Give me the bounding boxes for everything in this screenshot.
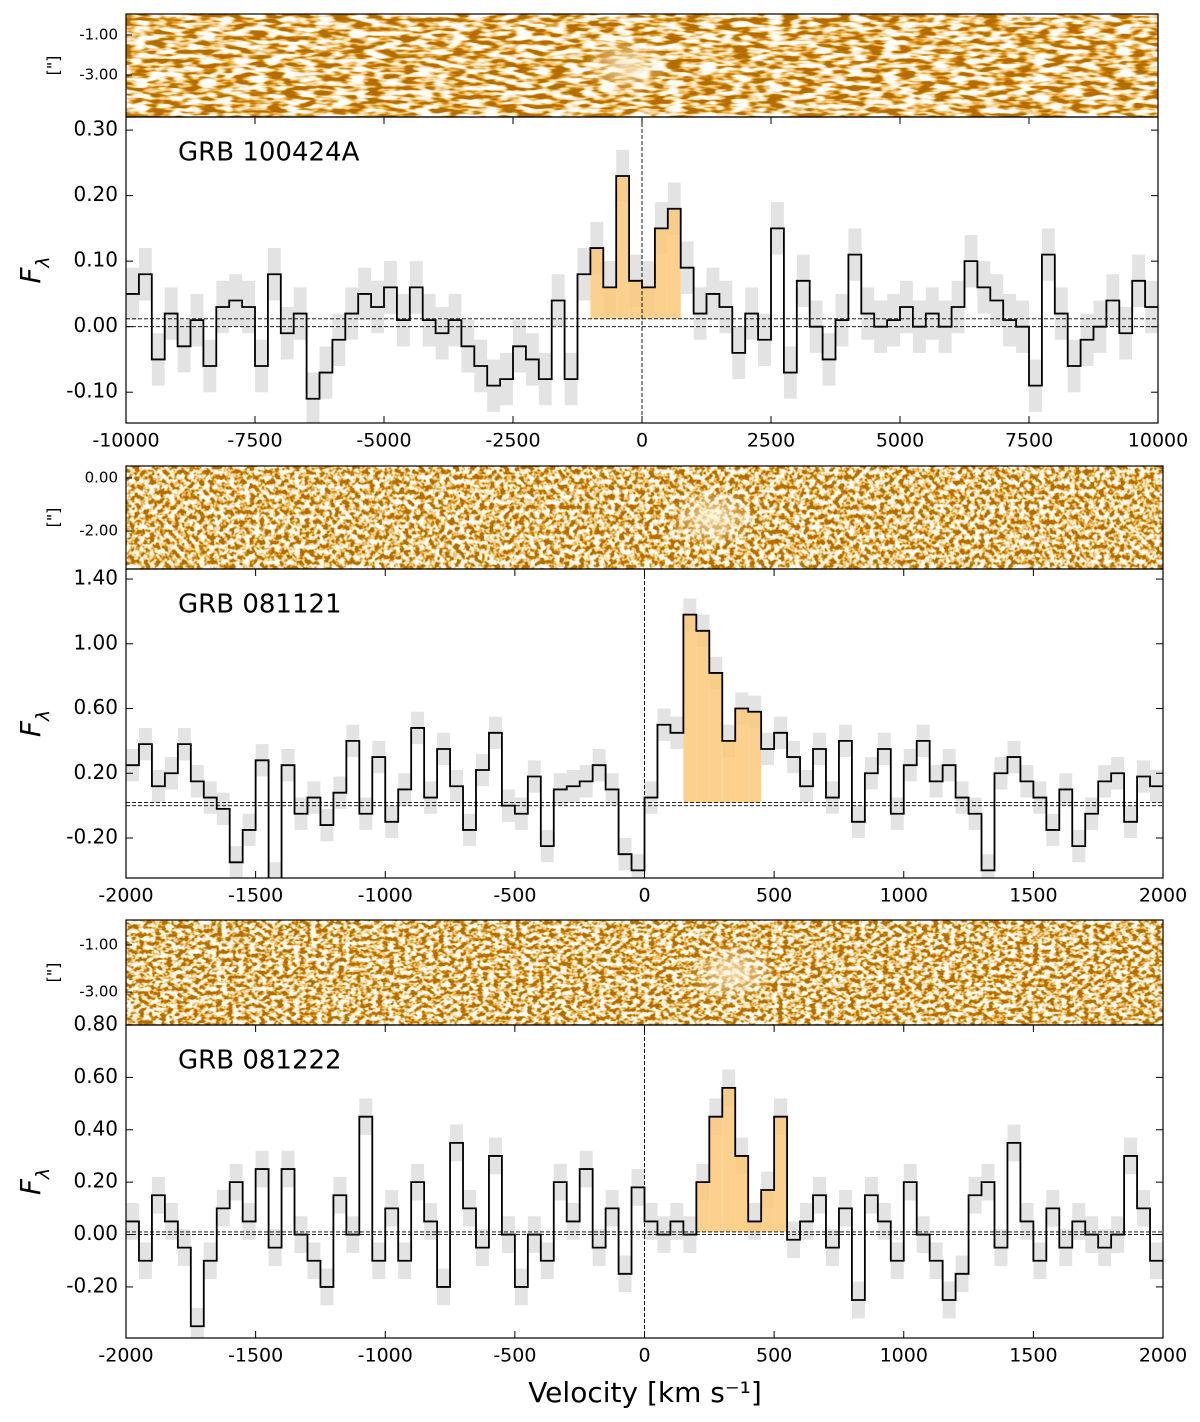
source-glow xyxy=(581,35,672,96)
emission-fill xyxy=(696,1182,710,1232)
y-tick-label: 0.60 xyxy=(73,695,118,719)
source-glow xyxy=(687,942,778,1003)
emission-fill xyxy=(761,1190,775,1232)
emission-fill xyxy=(722,1087,736,1232)
y-tick-label: 0.20 xyxy=(73,182,118,206)
x-tick-label: 500 xyxy=(756,885,792,907)
emission-fill xyxy=(696,630,710,803)
panel: -1.00 -3.00 ["] -0.10 0.00 0.10 0.20 0.30 -10000… xyxy=(14,13,1188,452)
x-tick-label: 5000 xyxy=(876,430,924,452)
emission-fill xyxy=(590,248,604,319)
emission-fill xyxy=(748,1221,762,1232)
emission-fill xyxy=(603,287,617,319)
image-tick-label: -3.00 xyxy=(79,66,118,84)
image-tick-label: -2.00 xyxy=(79,522,118,540)
spectrum-line xyxy=(126,613,1163,878)
x-tick-label: 10000 xyxy=(1128,430,1188,452)
x-tick-label: -500 xyxy=(493,885,536,907)
y-tick-label: 1.40 xyxy=(73,566,118,590)
emission-fill xyxy=(709,1116,723,1232)
y-tick-label: 0.10 xyxy=(73,248,118,272)
y-axis-label: Fλ xyxy=(14,710,54,737)
x-tick-label: 1500 xyxy=(1009,1345,1057,1367)
y-tick-label: -0.20 xyxy=(66,825,118,849)
image-y-label: ["] xyxy=(44,963,63,983)
x-tick-label: 2000 xyxy=(1139,885,1187,907)
y-tick-label: 0.60 xyxy=(73,1064,118,1088)
x-tick-label: 7500 xyxy=(1005,430,1053,452)
x-tick-label: 2000 xyxy=(1139,1345,1187,1367)
emission-fill xyxy=(748,711,762,803)
image-y-label: ["] xyxy=(44,508,63,528)
x-tick-label: -2000 xyxy=(98,1345,153,1367)
x-tick-label: 500 xyxy=(756,1345,792,1367)
x-tick-label: -1000 xyxy=(358,885,413,907)
spectrum-image xyxy=(126,920,1163,1025)
image-tick-label: -3.00 xyxy=(79,983,118,1001)
emission-fill xyxy=(642,287,655,319)
x-tick-label: -7500 xyxy=(227,430,282,452)
emission-fill xyxy=(629,280,642,319)
x-tick-label: -1500 xyxy=(228,1345,283,1367)
y-tick-label: 0.30 xyxy=(73,117,118,141)
x-tick-label: -500 xyxy=(493,1345,536,1367)
x-tick-label: -10000 xyxy=(92,430,159,452)
plot-area xyxy=(126,117,1158,423)
x-tick-label: 0 xyxy=(636,430,648,452)
panel-title: GRB 081121 xyxy=(178,590,342,620)
x-tick-label: 2500 xyxy=(747,430,795,452)
emission-fill xyxy=(735,708,749,803)
emission-fill xyxy=(774,1116,788,1232)
spectrum-line xyxy=(126,175,1158,400)
x-tick-label: -2000 xyxy=(98,885,153,907)
panel-title: GRB 081222 xyxy=(178,1046,342,1076)
emission-fill xyxy=(683,614,697,803)
emission-fill xyxy=(667,208,681,319)
y-axis-label: Fλ xyxy=(14,256,54,283)
y-tick-label: -0.10 xyxy=(66,379,118,403)
x-axis-label: Velocity [km s⁻¹] xyxy=(528,1376,762,1409)
x-tick-label: 1500 xyxy=(1009,885,1057,907)
emission-fill xyxy=(616,175,630,319)
spectrum-image xyxy=(126,466,1163,569)
emission-fill xyxy=(709,672,723,803)
image-y-label: ["] xyxy=(44,56,63,76)
emission-fill xyxy=(735,1155,749,1232)
panel-title: GRB 100424A xyxy=(178,138,360,168)
y-tick-label: 0.00 xyxy=(73,1221,118,1245)
panel: -1.00 -3.00 ["] -0.20 0.00 0.20 0.40 0.60 0.80 -2… xyxy=(14,919,1187,1367)
x-tick-label: -1500 xyxy=(228,885,283,907)
x-tick-label: 0 xyxy=(638,885,650,907)
y-tick-label: 0.80 xyxy=(73,1012,118,1036)
y-tick-label: -0.20 xyxy=(66,1273,118,1297)
image-tick-label: -1.00 xyxy=(79,935,118,953)
source-glow xyxy=(667,487,758,548)
y-tick-label: 1.00 xyxy=(73,630,118,654)
panel: 0.00 -2.00 ["] -0.20 0.20 0.60 1.00 1.40 -2000 -1… xyxy=(14,465,1187,907)
x-tick-label: 1000 xyxy=(880,1345,928,1367)
emission-fill xyxy=(654,228,668,319)
spectrum-line xyxy=(126,1086,1163,1328)
x-tick-label: 1000 xyxy=(880,885,928,907)
y-tick-label: 0.00 xyxy=(73,313,118,337)
emission-fill xyxy=(722,740,736,803)
y-tick-label: 0.20 xyxy=(73,1169,118,1193)
image-tick-label: 0.00 xyxy=(85,468,118,486)
plot-area xyxy=(126,569,1163,878)
y-tick-label: 0.40 xyxy=(73,1116,118,1140)
x-tick-label: -1000 xyxy=(358,1345,413,1367)
y-tick-label: 0.20 xyxy=(73,760,118,784)
y-axis-label: Fλ xyxy=(14,1168,54,1195)
x-tick-label: -2500 xyxy=(485,430,540,452)
image-tick-label: -1.00 xyxy=(79,26,118,44)
plot-area xyxy=(126,1025,1163,1338)
x-tick-label: 0 xyxy=(638,1345,650,1367)
x-tick-label: -5000 xyxy=(356,430,411,452)
